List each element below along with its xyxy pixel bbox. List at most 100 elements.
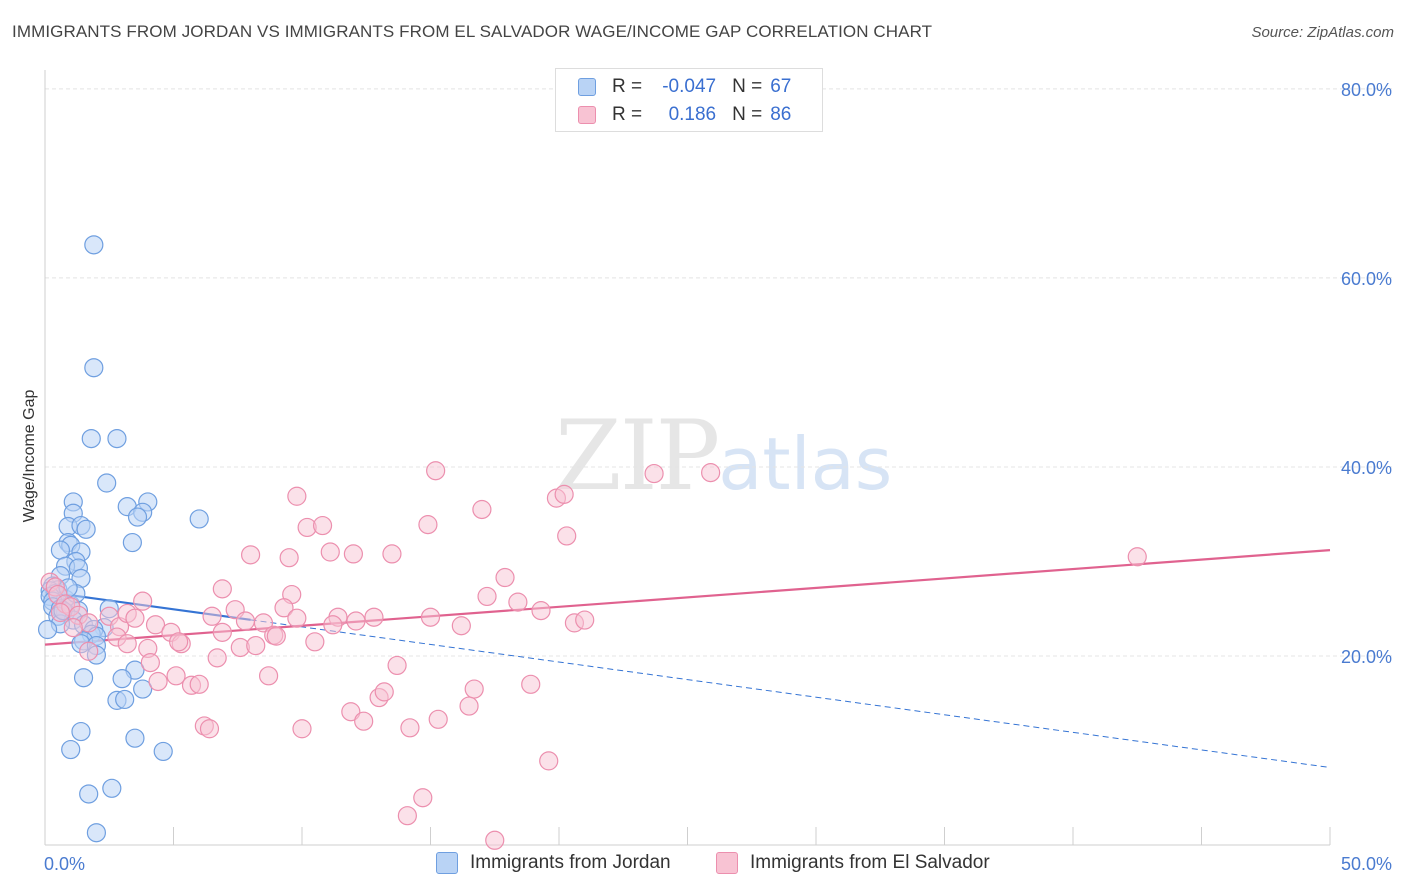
point-jordan <box>84 358 104 378</box>
legend-r-value: 0.186 <box>668 104 717 125</box>
point-salvador <box>413 788 433 808</box>
chart-title: IMMIGRANTS FROM JORDAN VS IMMIGRANTS FRO… <box>12 22 933 41</box>
point-salvador <box>266 626 286 646</box>
point-salvador <box>575 610 595 630</box>
point-salvador <box>382 544 402 564</box>
point-jordan <box>37 619 58 640</box>
legend-label-salvador: Immigrants from El Salvador <box>750 852 990 873</box>
point-salvador <box>354 711 374 731</box>
point-salvador <box>472 499 492 520</box>
point-salvador <box>420 607 441 627</box>
y-tick-label: 40.0% <box>1341 458 1392 478</box>
point-salvador <box>477 586 497 607</box>
point-salvador <box>387 655 407 676</box>
point-salvador <box>287 486 307 506</box>
point-salvador <box>464 679 484 699</box>
point-salvador <box>428 709 448 729</box>
point-salvador <box>495 567 515 588</box>
y-tick-label: 60.0% <box>1341 269 1392 289</box>
point-jordan <box>76 519 96 539</box>
point-jordan <box>79 784 99 804</box>
point-salvador <box>374 682 394 702</box>
point-salvador <box>521 674 541 694</box>
trend-lines <box>44 549 1331 768</box>
chart-source: Source: ZipAtlas.com <box>1251 24 1394 41</box>
point-jordan <box>81 428 101 449</box>
point-salvador <box>235 611 256 631</box>
point-jordan <box>125 728 145 748</box>
y-tick-label: 20.0% <box>1341 647 1392 667</box>
tick-labels: 20.0% 40.0% 60.0% 80.0% 0.0% 50.0% <box>44 80 1392 874</box>
point-salvador <box>117 634 137 654</box>
axes <box>44 70 1331 846</box>
trend-line-jordan-extrapolated <box>250 619 1331 768</box>
point-salvador <box>212 579 232 599</box>
point-jordan <box>133 679 153 699</box>
point-salvador <box>343 544 363 564</box>
legend-swatch-jordan <box>436 852 458 874</box>
correlation-legend: R = -0.047 N = 67 R = 0.186 N = 86 <box>555 68 823 132</box>
grid-lines <box>45 88 1392 657</box>
legend-item-jordan[interactable]: Immigrants from Jordan <box>436 852 671 874</box>
legend-n-label: N = <box>732 104 763 125</box>
point-salvador <box>418 515 438 535</box>
legend-item-salvador[interactable]: Immigrants from El Salvador <box>716 852 990 874</box>
point-jordan <box>102 778 122 798</box>
point-salvador <box>189 674 209 694</box>
point-salvador <box>323 615 343 635</box>
point-salvador <box>50 602 71 623</box>
legend-swatch-salvador <box>578 106 596 124</box>
legend-swatch-salvador <box>716 852 738 874</box>
point-salvador <box>212 622 232 642</box>
point-jordan <box>61 739 81 760</box>
watermark-zip: ZIP <box>555 400 720 512</box>
point-salvador <box>279 548 299 568</box>
legend-r-label: R = <box>612 76 643 97</box>
legend-r-label: R = <box>612 104 643 125</box>
series-legend: Immigrants from Jordan Immigrants from E… <box>0 852 1406 878</box>
legend-swatch-jordan <box>578 78 596 96</box>
point-jordan <box>122 532 142 553</box>
point-salvador <box>508 592 528 612</box>
point-salvador <box>287 608 307 628</box>
point-jordan <box>84 235 104 255</box>
point-salvador <box>539 751 559 771</box>
point-salvador <box>148 671 168 692</box>
point-jordan <box>127 507 148 527</box>
point-salvador <box>557 526 577 546</box>
legend-n-value: 67 <box>770 76 792 97</box>
x-tick-label: 50.0% <box>1341 854 1392 874</box>
point-salvador <box>451 616 471 636</box>
point-salvador <box>253 613 274 633</box>
point-jordan <box>71 721 91 742</box>
point-salvador <box>364 607 384 627</box>
legend-n-value: 86 <box>770 104 792 125</box>
point-salvador <box>169 632 189 652</box>
point-salvador <box>644 463 664 484</box>
point-salvador <box>459 696 479 716</box>
y-axis-label: Wage/Income Gap <box>21 390 38 523</box>
point-salvador <box>258 666 279 686</box>
point-salvador <box>531 601 551 621</box>
point-jordan <box>97 473 117 493</box>
point-jordan <box>107 428 127 449</box>
point-salvador <box>485 830 505 850</box>
watermark-atlas: atlas <box>718 422 893 506</box>
point-salvador <box>426 461 446 481</box>
point-salvador <box>166 666 186 686</box>
point-salvador <box>125 608 145 628</box>
point-salvador <box>305 632 325 652</box>
data-points <box>37 235 1147 850</box>
point-salvador <box>554 484 574 504</box>
point-salvador <box>397 806 417 826</box>
point-salvador <box>79 641 99 661</box>
point-salvador <box>341 702 361 722</box>
point-salvador <box>140 652 160 673</box>
x-tick-label: 0.0% <box>44 854 85 874</box>
point-salvador <box>320 542 340 562</box>
point-jordan <box>73 668 94 688</box>
legend-row-jordan: R = -0.047 N = 67 <box>578 75 791 99</box>
y-tick-label: 80.0% <box>1341 80 1392 100</box>
point-salvador <box>292 719 312 739</box>
point-jordan <box>50 540 71 560</box>
